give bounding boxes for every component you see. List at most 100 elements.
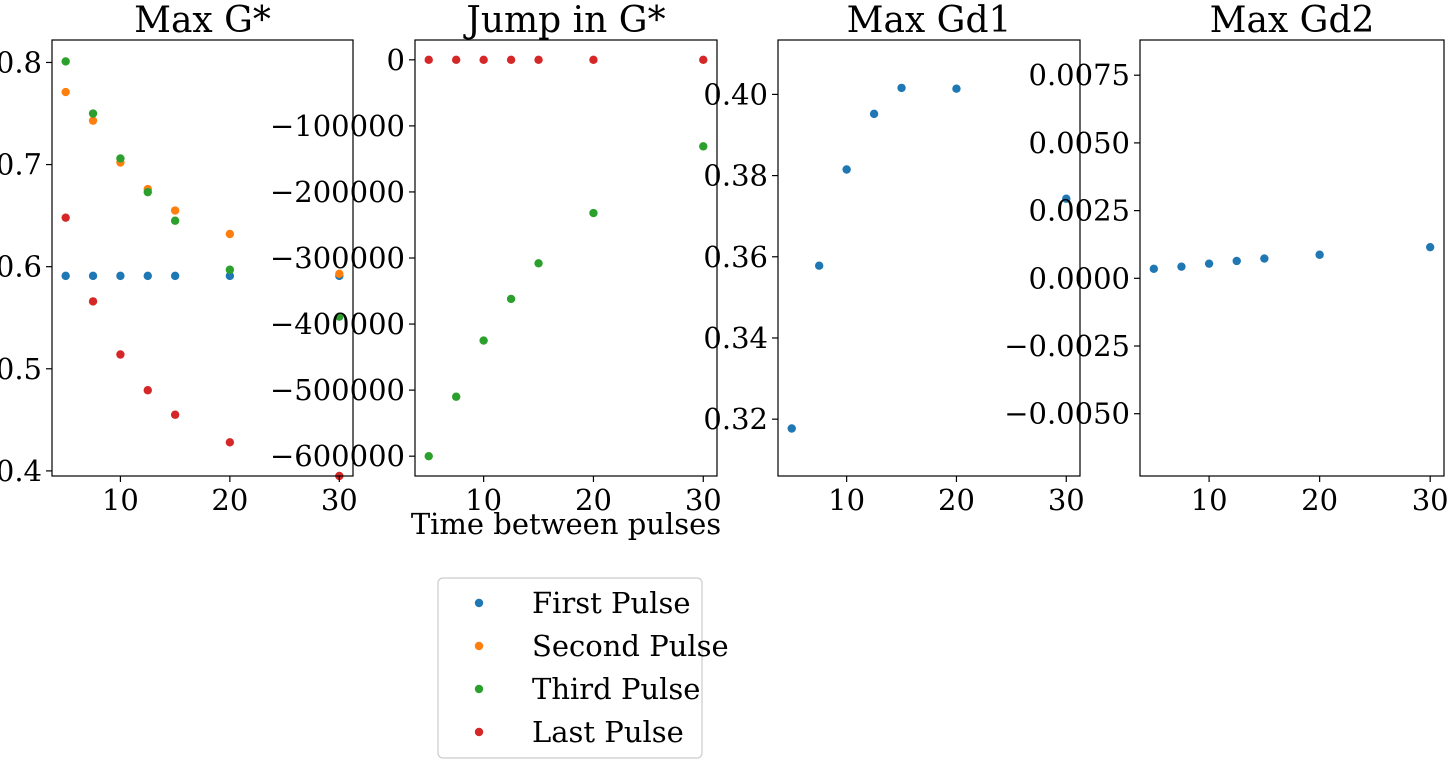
y-tick-label: 0.7	[0, 148, 42, 182]
data-point	[897, 83, 906, 93]
legend-marker	[474, 641, 484, 651]
data-point	[170, 216, 180, 225]
y-tick-label: 0.0000	[1029, 261, 1130, 295]
data-point	[451, 392, 461, 401]
x-tick-label: 10	[102, 483, 139, 517]
data-point	[61, 57, 70, 66]
y-tick-label: 0.36	[703, 240, 768, 274]
legend-label: First Pulse	[532, 586, 691, 620]
data-point	[116, 271, 125, 281]
y-tick-label: 0.4	[0, 454, 42, 488]
data-point	[787, 424, 796, 433]
data-point	[170, 271, 180, 281]
x-tick-label: 20	[1301, 483, 1338, 517]
data-point	[88, 109, 98, 118]
data-point	[225, 229, 235, 239]
y-tick-label: −600000	[270, 439, 405, 473]
subplot-title: Jump in G*	[462, 0, 665, 41]
y-tick-label: 0.32	[703, 402, 768, 436]
x-tick-label: 30	[1048, 483, 1085, 517]
data-point	[88, 116, 98, 125]
data-point	[1204, 259, 1214, 268]
data-point	[1149, 264, 1159, 274]
data-point	[143, 271, 152, 281]
y-tick-label: −300000	[270, 241, 405, 275]
data-point	[814, 261, 824, 270]
data-point	[335, 269, 344, 279]
data-point	[506, 294, 516, 304]
data-point	[61, 87, 70, 97]
legend-marker	[474, 727, 484, 737]
data-point	[1260, 254, 1269, 263]
legend-marker	[474, 598, 484, 608]
data-point	[225, 265, 235, 274]
y-tick-label: 0	[387, 43, 405, 77]
axes-frame	[414, 39, 718, 477]
legend-label: Second Pulse	[532, 629, 729, 663]
legend-label: Third Pulse	[532, 672, 700, 706]
data-point	[1177, 262, 1186, 271]
legend-marker	[474, 684, 484, 694]
subplot-title: Max G*	[134, 0, 271, 41]
data-point	[699, 55, 708, 65]
data-point	[143, 187, 152, 197]
data-point	[451, 55, 461, 65]
data-point	[589, 55, 598, 65]
x-tick-label: 10	[465, 483, 502, 517]
x-tick-label: 30	[685, 483, 722, 517]
y-tick-label: 0.34	[703, 321, 768, 355]
data-point	[170, 206, 180, 215]
subplot-4: 10 20 30 0.0075 0.0050 0.0025 0.0000 −0.0025 −0.…	[1004, 0, 1448, 517]
axes-frame	[1139, 39, 1445, 477]
data-point	[225, 438, 235, 447]
data-point	[424, 451, 433, 461]
data-point	[116, 350, 125, 359]
data-point	[116, 154, 125, 163]
x-tick-label: 30	[1412, 483, 1449, 517]
subplot-title: Max Gd1	[847, 0, 1012, 41]
subplot-3: 10 20 30 0.32 0.34 0.36 0.38 0.40 Max Gd1	[703, 0, 1084, 517]
y-tick-label: −100000	[270, 109, 405, 143]
y-tick-label: 0.5	[0, 352, 42, 386]
data-point	[1232, 256, 1241, 266]
y-tick-label: 0.0050	[1029, 126, 1130, 160]
data-point	[1315, 250, 1324, 259]
subplot-1: 10 20 30 0.4 0.5 0.6 0.7 0.8 Max G*	[0, 0, 358, 517]
data-point	[1062, 194, 1071, 203]
data-point	[170, 410, 180, 419]
x-tick-label: 10	[1191, 483, 1228, 517]
x-tick-label: 20	[575, 483, 612, 517]
legend-box	[437, 577, 703, 759]
data-point	[335, 312, 344, 321]
x-axis-label: Time between pulses	[411, 507, 721, 541]
data-point	[952, 84, 961, 93]
subplot-title: Max Gd2	[1210, 0, 1375, 41]
data-point	[424, 55, 433, 65]
data-point	[589, 208, 598, 218]
data-point	[506, 55, 516, 65]
data-point	[699, 142, 708, 151]
x-tick-label: 30	[321, 483, 358, 517]
data-point	[88, 297, 98, 306]
y-tick-label: 0.40	[703, 77, 768, 111]
data-point	[61, 271, 70, 281]
x-tick-label: 20	[211, 483, 248, 517]
x-tick-label: 20	[938, 483, 975, 517]
data-point	[479, 336, 488, 345]
data-point	[869, 109, 879, 119]
y-tick-label: 0.38	[703, 159, 768, 193]
data-point	[88, 271, 98, 281]
y-tick-label: −200000	[270, 175, 405, 209]
axes-frame	[51, 39, 354, 477]
y-tick-label: −500000	[270, 373, 405, 407]
data-point	[61, 213, 70, 222]
legend: First Pulse Second Pulse Third Pulse Last P…	[437, 577, 729, 759]
data-point	[479, 55, 488, 65]
data-point	[842, 165, 851, 174]
y-tick-label: −0.0025	[1004, 329, 1130, 363]
subplot-2: 10 20 30 0 −100000 −200000 −300000 −400000 −5000…	[270, 0, 722, 541]
y-tick-label: −0.0050	[1004, 397, 1130, 431]
data-point	[1425, 242, 1435, 252]
y-tick-label: 0.6	[0, 250, 42, 284]
